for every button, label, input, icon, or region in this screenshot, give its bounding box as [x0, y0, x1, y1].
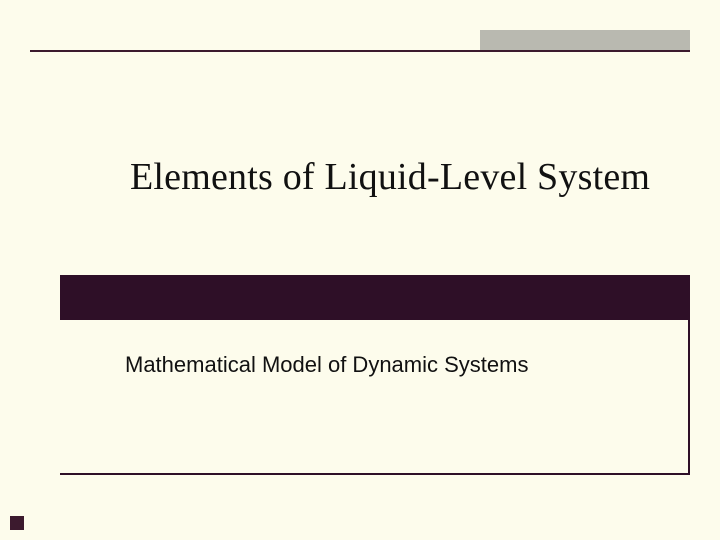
decorative-top-tab [480, 30, 690, 50]
slide-title: Elements of Liquid-Level System [130, 155, 650, 199]
slide-subtitle: Mathematical Model of Dynamic Systems [125, 352, 688, 378]
content-band: Mathematical Model of Dynamic Systems [60, 275, 690, 475]
decorative-top-rule [30, 50, 690, 52]
band-body: Mathematical Model of Dynamic Systems [60, 320, 690, 475]
band-dark-strip [60, 275, 690, 320]
decorative-corner-marker [10, 516, 24, 530]
